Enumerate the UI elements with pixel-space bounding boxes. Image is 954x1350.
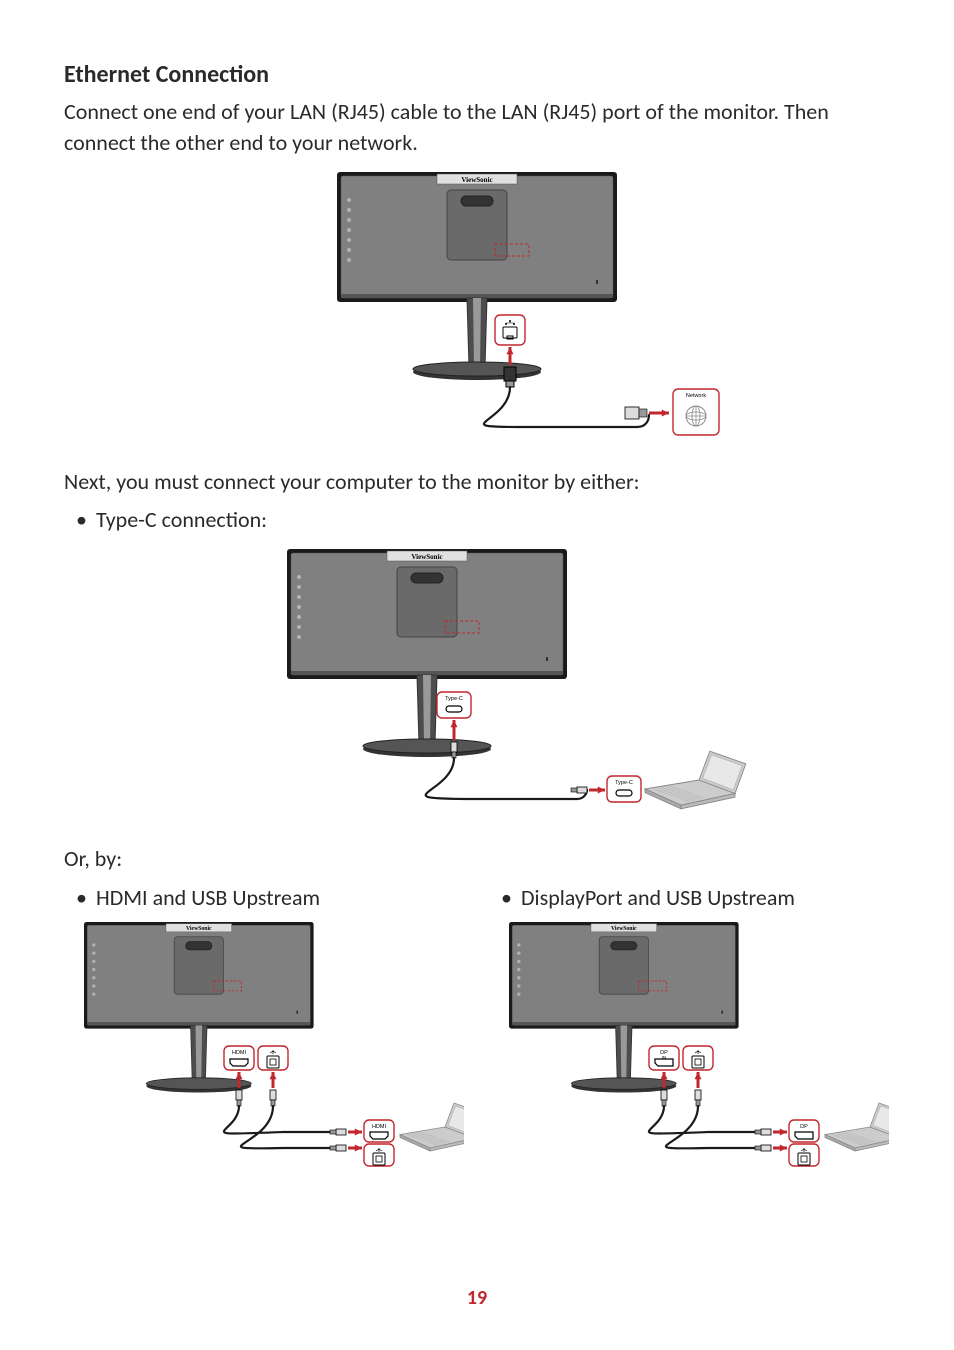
bullet-hdmi: HDMI and USB Upstream: [64, 883, 465, 914]
svg-text:ViewSonic: ViewSonic: [611, 926, 637, 932]
page-number: 19: [0, 1286, 954, 1310]
svg-text:IN: IN: [662, 1055, 667, 1060]
svg-text:HDMI: HDMI: [232, 1050, 247, 1056]
svg-text:Type-C: Type-C: [615, 780, 633, 786]
figure-displayport: ViewSonicDPDPIN: [489, 920, 889, 1170]
svg-text:HDMI: HDMI: [372, 1124, 387, 1130]
svg-text:Type-C: Type-C: [445, 696, 463, 702]
svg-text:ViewSonic: ViewSonic: [461, 176, 492, 184]
svg-text:ViewSonic: ViewSonic: [411, 553, 442, 561]
bullet-dp: DisplayPort and USB Upstream: [489, 883, 890, 914]
svg-text:Network: Network: [686, 393, 706, 399]
figure-hdmi: ViewSonic HDMI HDMI: [64, 920, 464, 1170]
intro-paragraph: Connect one end of your LAN (RJ45) cable…: [64, 97, 890, 159]
svg-text:ViewSonic: ViewSonic: [186, 926, 212, 932]
bullet-type-c: Type-C connection:: [64, 505, 890, 536]
svg-text:DP: DP: [800, 1124, 808, 1130]
figure-type-c: ViewSonic Type-C Type-C: [64, 544, 890, 824]
figure-ethernet: ViewSonic Network: [64, 167, 890, 447]
next-paragraph: Next, you must connect your computer to …: [64, 467, 890, 498]
or-by-text: Or, by:: [64, 844, 890, 875]
section-heading: Ethernet Connection: [64, 60, 890, 89]
